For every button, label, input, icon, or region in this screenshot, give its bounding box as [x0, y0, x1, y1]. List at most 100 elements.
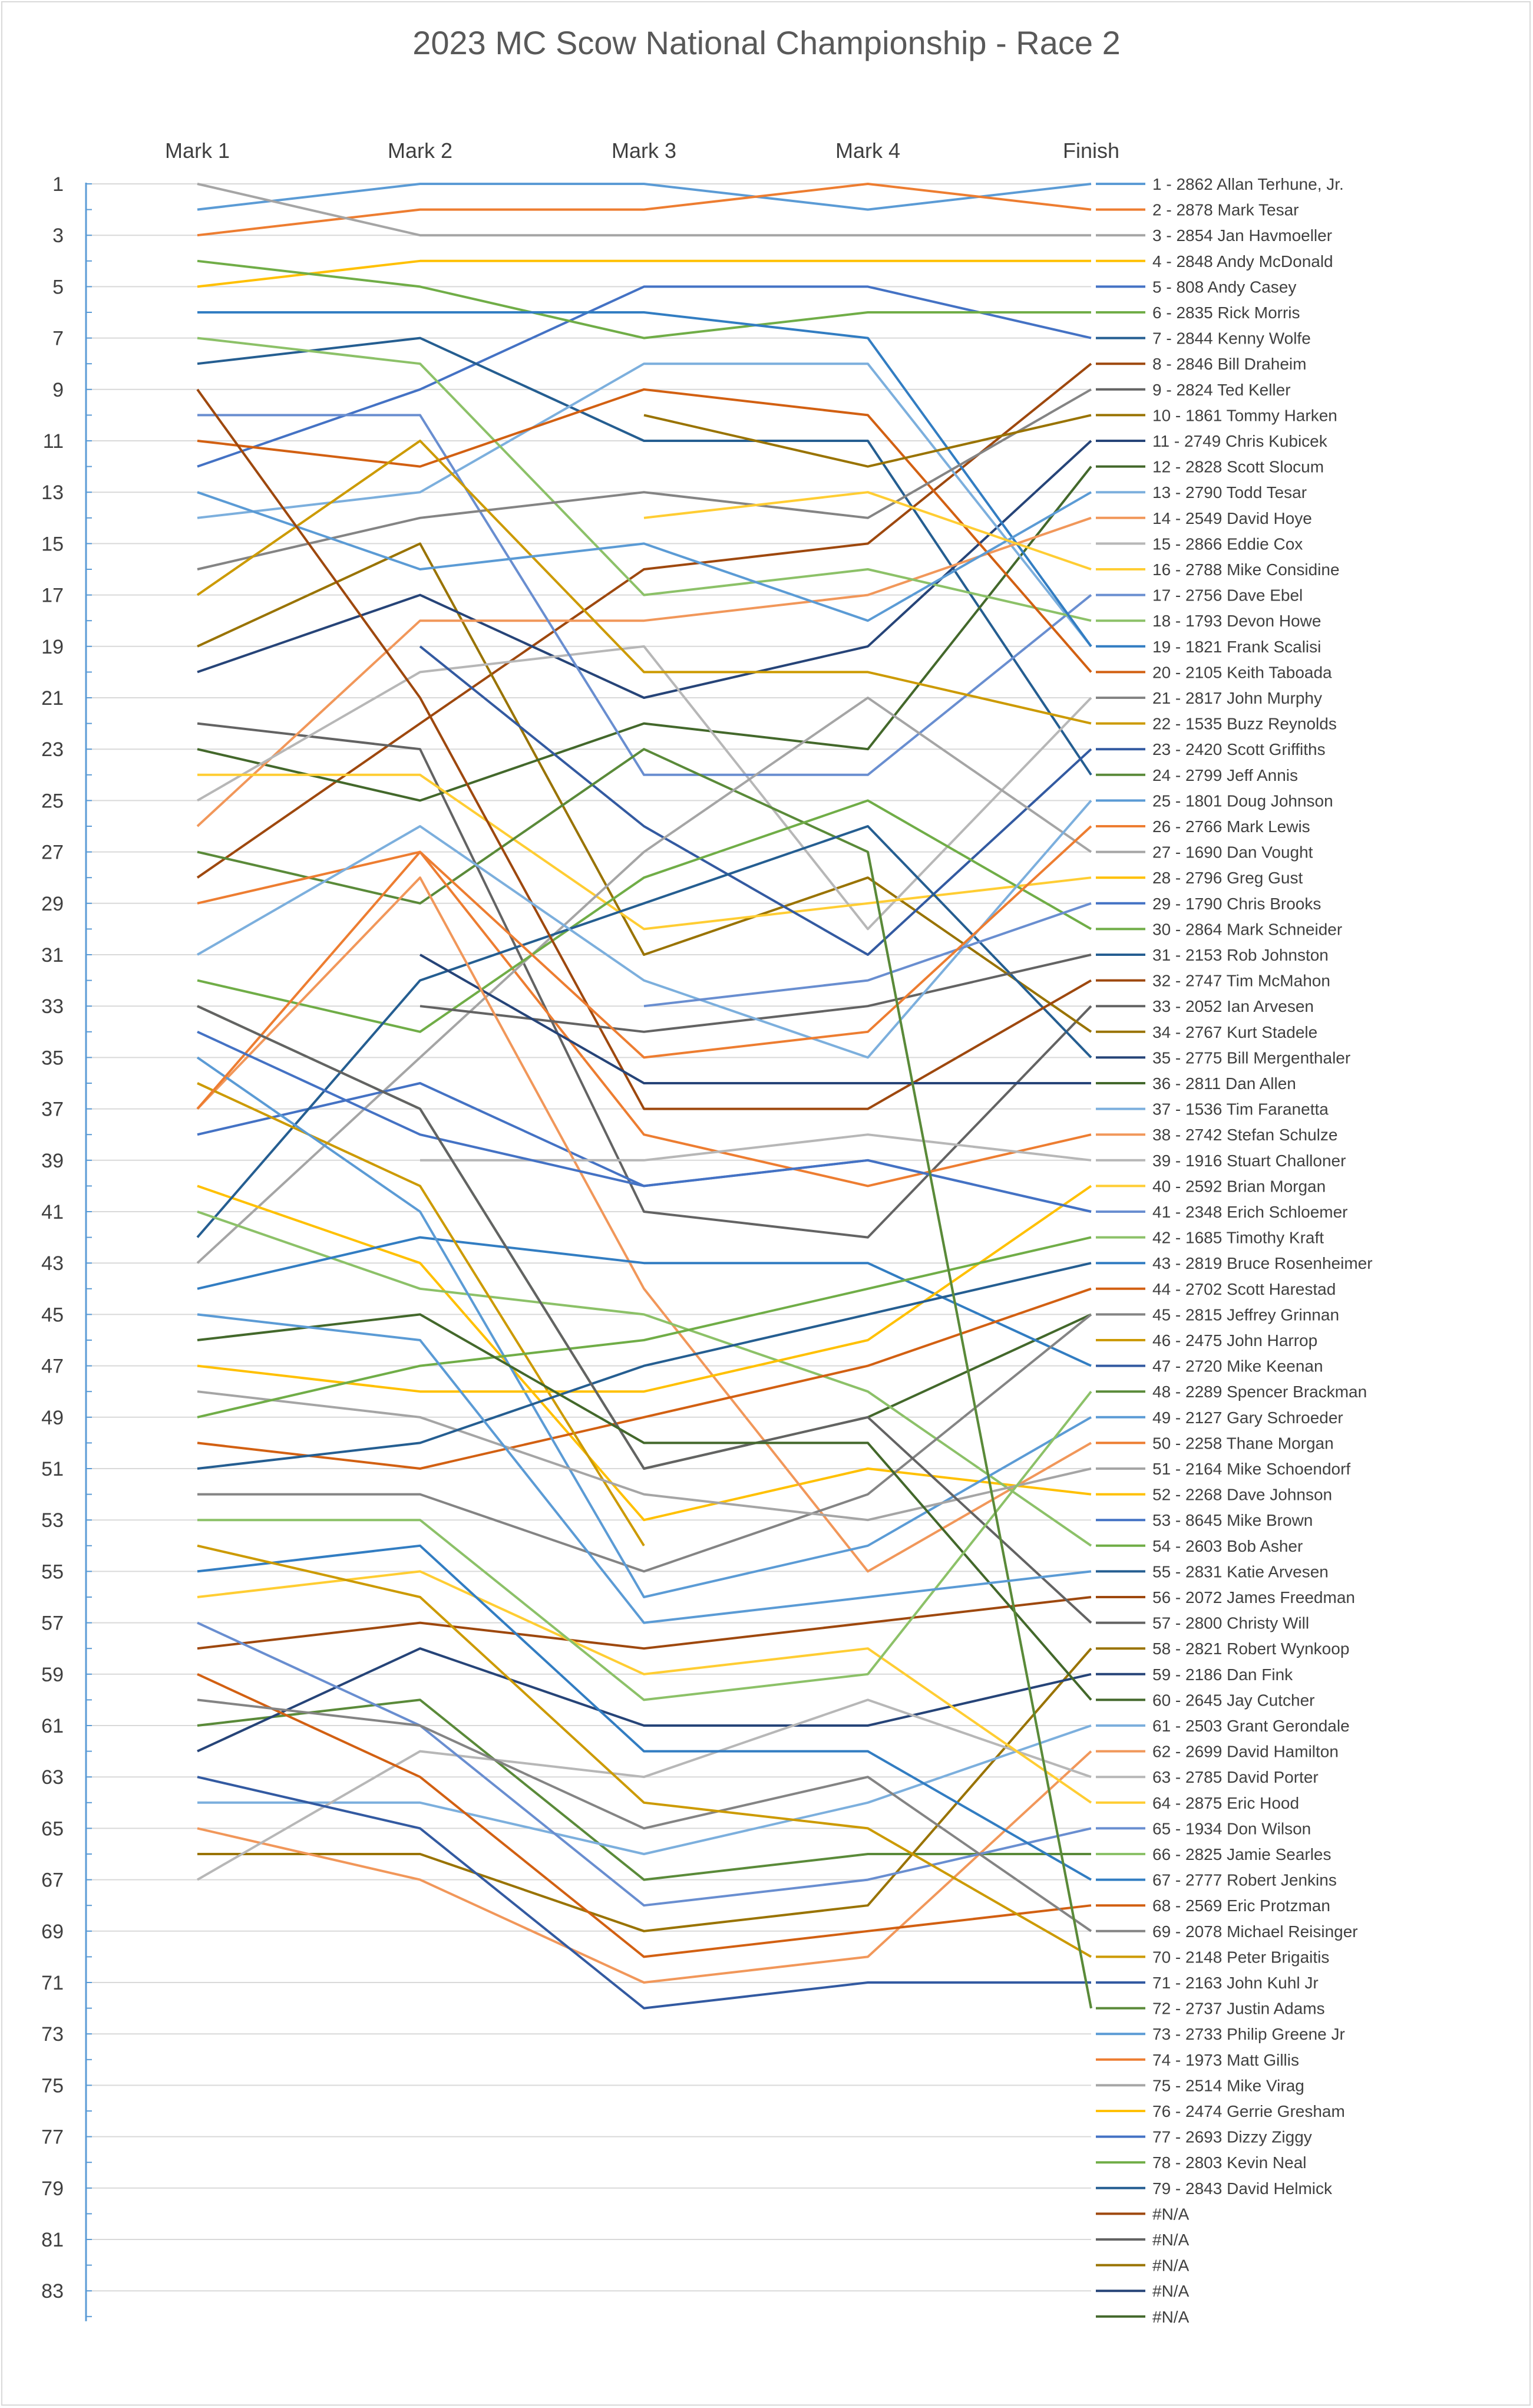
y-tick-label: 51	[41, 1458, 64, 1480]
legend-item: 46 - 2475 John Harrop	[1096, 1331, 1317, 1350]
legend-item: 77 - 2693 Dizzy Ziggy	[1096, 2128, 1312, 2146]
series-line	[197, 1647, 1092, 1753]
y-tick-label: 33	[41, 995, 64, 1018]
y-tick-label: 57	[41, 1612, 64, 1635]
series-line	[197, 337, 1092, 622]
series-line	[197, 1210, 1092, 1547]
legend-item: #N/A	[1096, 2308, 1190, 2326]
series-line	[197, 1236, 1092, 1419]
series-line	[197, 1724, 1092, 1855]
series-line	[197, 1236, 1092, 1367]
legend-item: 25 - 1801 Doug Johnson	[1096, 791, 1333, 810]
legend-item: 45 - 2815 Jeffrey Grinnan	[1096, 1305, 1339, 1324]
legend-item: 67 - 2777 Robert Jenkins	[1096, 1871, 1337, 1889]
legend-label: 58 - 2821 Robert Wynkoop	[1152, 1640, 1349, 1658]
legend-item: 6 - 2835 Rick Morris	[1096, 304, 1300, 322]
y-tick-label: 15	[41, 533, 64, 555]
series-line	[197, 466, 1092, 802]
legend-item: 19 - 1821 Frank Scalisi	[1096, 638, 1321, 656]
series-line	[197, 1313, 1092, 1701]
legend-item: 13 - 2790 Todd Tesar	[1096, 483, 1307, 502]
legend-label: 27 - 1690 Dan Vought	[1152, 843, 1313, 862]
series-line	[643, 902, 1092, 1008]
series-line	[197, 1287, 1092, 1470]
legend-item: 21 - 2817 John Murphy	[1096, 689, 1322, 707]
legend-label: 72 - 2737 Justin Adams	[1152, 2000, 1325, 2018]
legend-label: 66 - 2825 Jamie Searles	[1152, 1845, 1332, 1863]
legend-label: #N/A	[1152, 2231, 1190, 2249]
legend-label: 36 - 2811 Dan Allen	[1152, 1074, 1296, 1093]
legend-label: 60 - 2645 Jay Cutcher	[1152, 1691, 1315, 1709]
legend-label: 5 - 808 Andy Casey	[1152, 278, 1296, 296]
legend-item: 27 - 1690 Dan Vought	[1096, 843, 1313, 862]
y-tick-label: 65	[41, 1817, 64, 1840]
series-line	[197, 1030, 1092, 1213]
legend-label: 17 - 2756 Dave Ebel	[1152, 586, 1303, 605]
legend-item: 38 - 2742 Stefan Schulze	[1096, 1126, 1337, 1144]
series-line	[197, 183, 1092, 211]
legend-label: 16 - 2788 Mike Considine	[1152, 560, 1340, 579]
legend-label: 11 - 2749 Chris Kubicek	[1152, 432, 1328, 450]
legend-item: 48 - 2289 Spencer Brackman	[1096, 1383, 1367, 1401]
legend-item: 76 - 2474 Gerrie Gresham	[1096, 2102, 1345, 2120]
legend-label: 23 - 2420 Scott Griffiths	[1152, 740, 1326, 758]
legend-label: 46 - 2475 John Harrop	[1152, 1331, 1317, 1350]
legend-label: 61 - 2503 Grant Gerondale	[1152, 1717, 1350, 1735]
legend-item: 53 - 8645 Mike Brown	[1096, 1511, 1313, 1529]
legend-label: 19 - 1821 Frank Scalisi	[1152, 638, 1321, 656]
y-tick-label: 45	[41, 1304, 64, 1326]
legend-item: 51 - 2164 Mike Schoendorf	[1096, 1460, 1350, 1478]
series-line	[419, 645, 1092, 956]
legend-label: 54 - 2603 Bob Asher	[1152, 1537, 1303, 1555]
legend-label: 67 - 2777 Robert Jenkins	[1152, 1871, 1337, 1889]
y-tick-label: 5	[52, 276, 64, 298]
legend-label: 76 - 2474 Gerrie Gresham	[1152, 2102, 1345, 2120]
legend-item: 20 - 2105 Keith Taboada	[1096, 663, 1332, 681]
legend-item: 35 - 2775 Bill Mergenthaler	[1096, 1048, 1350, 1067]
series-line	[197, 799, 1092, 1033]
legend-item: 26 - 2766 Mark Lewis	[1096, 817, 1310, 836]
legend-item: 37 - 1536 Tim Faranetta	[1096, 1100, 1329, 1119]
legend-label: 65 - 1934 Don Wilson	[1152, 1819, 1311, 1838]
y-tick-label: 11	[43, 430, 64, 453]
legend-item: 2 - 2878 Mark Tesar	[1096, 201, 1299, 219]
legend-label: 34 - 2767 Kurt Stadele	[1152, 1023, 1317, 1041]
legend-item: 36 - 2811 Dan Allen	[1096, 1074, 1296, 1093]
y-tick-label: 63	[41, 1766, 64, 1789]
legend-item: 17 - 2756 Dave Ebel	[1096, 586, 1303, 605]
legend-label: 68 - 2569 Eric Protzman	[1152, 1896, 1330, 1915]
y-tick-label: 21	[41, 687, 64, 710]
y-tick-label: 41	[41, 1201, 64, 1223]
series-line	[197, 1596, 1092, 1650]
legend-item: 60 - 2645 Jay Cutcher	[1096, 1691, 1315, 1709]
legend-item: 15 - 2866 Eddie Cox	[1096, 535, 1303, 553]
series-line	[419, 954, 1091, 1084]
legend-label: 35 - 2775 Bill Mergenthaler	[1152, 1048, 1350, 1067]
legend-label: 64 - 2875 Eric Hood	[1152, 1794, 1299, 1812]
legend-label: 42 - 1685 Timothy Kraft	[1152, 1229, 1324, 1247]
y-tick-label: 1	[52, 173, 64, 196]
legend-item: 63 - 2785 David Porter	[1096, 1768, 1319, 1786]
legend-label: 73 - 2733 Philip Greene Jr	[1152, 2025, 1345, 2043]
legend-label: 63 - 2785 David Porter	[1152, 1768, 1319, 1786]
legend-label: 43 - 2819 Bruce Rosenheimer	[1152, 1254, 1373, 1272]
y-tick-label: 77	[41, 2126, 64, 2149]
legend-label: 52 - 2268 Dave Johnson	[1152, 1486, 1332, 1504]
y-tick-label: 27	[41, 842, 64, 864]
series-line	[197, 1750, 1092, 1984]
series-line	[197, 1082, 645, 1546]
y-tick-label: 9	[52, 379, 64, 401]
y-tick-label: 35	[41, 1047, 64, 1069]
series-line	[197, 1390, 1092, 1701]
legend-label: 2 - 2878 Mark Tesar	[1152, 201, 1299, 219]
legend-item: 3 - 2854 Jan Havmoeller	[1096, 226, 1332, 245]
legend-label: #N/A	[1152, 2257, 1190, 2275]
series-line	[197, 414, 1092, 776]
legend-item: 16 - 2788 Mike Considine	[1096, 560, 1340, 579]
legend-label: 44 - 2702 Scott Harestad	[1152, 1280, 1336, 1298]
series-line	[197, 800, 1092, 1059]
series-line	[197, 1005, 1092, 1624]
legend-item: 5 - 808 Andy Casey	[1096, 278, 1296, 296]
legend-label: 12 - 2828 Scott Slocum	[1152, 458, 1324, 476]
y-tick-label: 23	[41, 738, 64, 761]
